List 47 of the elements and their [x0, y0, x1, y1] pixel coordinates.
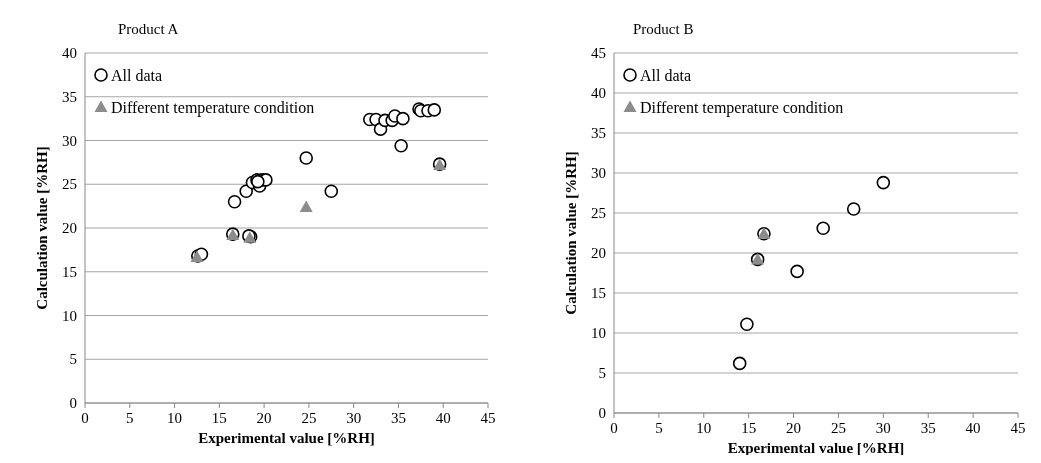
x-tick-label: 5: [655, 420, 663, 436]
y-tick-label: 25: [591, 205, 606, 221]
y-tick-label: 10: [62, 307, 77, 324]
x-tick-label: 20: [786, 420, 802, 436]
x-tick-label: 5: [126, 410, 134, 426]
y-tick-label: 40: [591, 85, 606, 101]
x-tick-label: 10: [167, 410, 183, 426]
y-tick-label: 5: [69, 351, 77, 368]
x-tick-label: 15: [741, 420, 757, 436]
legend-label: All data: [640, 67, 692, 84]
y-tick-label: 45: [591, 45, 606, 61]
x-tick-label: 45: [480, 410, 496, 426]
x-tick-label: 15: [211, 410, 227, 426]
y-tick-label: 25: [62, 176, 77, 193]
y-tick-label: 10: [591, 325, 606, 341]
legend-label: Different temperature condition: [640, 99, 844, 117]
y-tick-label: 40: [62, 45, 77, 61]
y-axis-title: Calculation value [%RH]: [34, 146, 50, 310]
legend-label: Different temperature condition: [111, 99, 315, 117]
x-tick-label: 0: [610, 420, 618, 436]
x-tick-label: 10: [696, 420, 712, 436]
x-tick-label: 20: [256, 410, 272, 426]
x-tick-label: 0: [81, 410, 89, 426]
chart-title: Product A: [118, 21, 179, 37]
legend-label: All data: [111, 67, 163, 84]
x-tick-label: 30: [875, 420, 891, 436]
x-tick-label: 35: [920, 420, 936, 436]
x-tick-label: 45: [1010, 420, 1026, 436]
x-tick-label: 30: [346, 410, 362, 426]
y-tick-label: 5: [598, 365, 606, 381]
x-tick-label: 40: [965, 420, 981, 436]
y-tick-label: 0: [69, 395, 77, 411]
x-axis-title: Experimental value [%RH]: [198, 430, 375, 446]
y-tick-label: 20: [62, 220, 77, 236]
y-tick-label: 15: [591, 285, 606, 301]
y-axis-title: Calculation value [%RH]: [563, 151, 579, 315]
y-tick-label: 35: [62, 88, 77, 105]
y-tick-label: 30: [62, 132, 77, 149]
y-tick-label: 20: [591, 245, 606, 261]
x-tick-label: 40: [435, 410, 451, 426]
y-tick-label: 35: [591, 125, 606, 141]
x-tick-label: 25: [830, 420, 846, 436]
x-tick-label: 35: [390, 410, 406, 426]
x-tick-label: 25: [301, 410, 317, 426]
y-tick-label: 30: [591, 165, 606, 181]
chart-title: Product B: [633, 21, 694, 37]
y-tick-label: 15: [62, 263, 77, 280]
